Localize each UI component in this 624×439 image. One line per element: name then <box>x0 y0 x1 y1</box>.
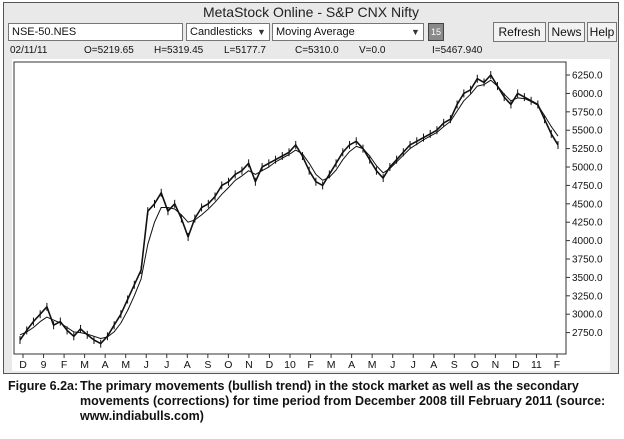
period-value: 15 <box>430 27 441 37</box>
x-tick-label: M <box>368 359 377 371</box>
chart-type-select[interactable]: Candlesticks ▼ <box>186 23 270 41</box>
x-tick-label: 10 <box>284 359 296 371</box>
x-tick-label: N <box>492 359 500 371</box>
metastock-window: MetaStock Online - S&P CNX Nifty NSE-50.… <box>3 2 619 374</box>
quote-date: 02/11/11 <box>10 45 48 56</box>
chevron-down-icon: ▼ <box>411 27 420 37</box>
x-tick-label: F <box>61 359 67 371</box>
toolbar: NSE-50.NES Candlesticks ▼ Moving Average… <box>4 21 618 43</box>
quote-bar: 02/11/11 O=5219.65 H=5319.45 L=5177.7 C=… <box>4 44 618 58</box>
chart-svg: 6250.0 6000.0 5750.0 5500.0 5250.0 5000.0 4750… <box>12 59 610 371</box>
x-tick-label: O <box>224 359 232 371</box>
y-tick-label: 2750.0 <box>572 328 603 339</box>
y-tick-label: 4250.0 <box>572 218 603 229</box>
y-tick-label: 4500.0 <box>572 199 603 210</box>
x-tick-label: S <box>204 359 211 371</box>
chevron-down-icon: ▼ <box>257 27 266 37</box>
caption-text: The primary movements (bullish trend) in… <box>80 379 606 423</box>
indicator-value: Moving Average <box>276 26 355 38</box>
symbol-value: NSE-50.NES <box>12 26 77 38</box>
y-tick-label: 3250.0 <box>572 291 603 302</box>
refresh-button[interactable]: Refresh <box>493 22 546 42</box>
x-tick-label: A <box>348 359 355 371</box>
quote-indicator: I=5467.940 <box>432 45 483 56</box>
chart-type-value: Candlesticks <box>190 26 253 38</box>
x-tick-label: M <box>80 359 89 371</box>
x-tick-label: O <box>471 359 479 371</box>
quote-low: L=5177.7 <box>224 45 266 56</box>
y-tick-label: 6000.0 <box>572 89 603 100</box>
period-spinner[interactable]: 15 <box>428 23 444 41</box>
y-tick-label: 4750.0 <box>572 181 603 192</box>
y-tick-label: 5000.0 <box>572 163 603 174</box>
y-tick-label: 4000.0 <box>572 236 603 247</box>
quote-open: O=5219.65 <box>84 45 134 56</box>
price-chart[interactable]: 6250.0 6000.0 5750.0 5500.0 5250.0 5000.0 4750… <box>12 59 610 371</box>
x-tick-label: J <box>144 359 149 371</box>
quote-high: H=5319.45 <box>154 45 204 56</box>
quote-volume: V=0.0 <box>359 45 386 56</box>
x-tick-label: 9 <box>41 359 47 371</box>
moving-average-line <box>19 79 559 339</box>
window-title: MetaStock Online - S&P CNX Nifty <box>202 4 420 20</box>
x-tick-label: J <box>164 359 169 371</box>
x-tick-label: J <box>411 359 416 371</box>
x-tick-label: A <box>184 359 191 371</box>
symbol-input[interactable]: NSE-50.NES <box>8 23 183 41</box>
indicator-select[interactable]: Moving Average ▼ <box>272 23 424 41</box>
x-tick-label: F <box>554 359 560 371</box>
caption-label: Figure 6.2a: <box>8 379 79 393</box>
x-tick-label: D <box>512 359 520 371</box>
y-tick-label: 5500.0 <box>572 126 603 137</box>
chart-background <box>12 59 610 371</box>
x-tick-label: S <box>451 359 458 371</box>
y-tick-label: 3500.0 <box>572 273 603 284</box>
x-tick-label: A <box>430 359 437 371</box>
x-tick-label: M <box>327 359 336 371</box>
y-tick-label: 3750.0 <box>572 255 603 266</box>
y-tick-label: 5750.0 <box>572 107 603 118</box>
y-tick-label: 6250.0 <box>572 71 603 82</box>
quote-close: C=5310.0 <box>295 45 339 56</box>
x-tick-label: N <box>245 359 253 371</box>
x-tick-label: D <box>19 359 27 371</box>
x-tick-label: J <box>390 359 395 371</box>
y-tick-label: 3000.0 <box>572 310 603 321</box>
x-tick-label: F <box>307 359 313 371</box>
help-button[interactable]: Help <box>587 22 617 42</box>
x-tick-label: A <box>102 359 109 371</box>
x-tick-label: 11 <box>531 359 542 371</box>
x-tick-label: M <box>121 359 130 371</box>
news-button[interactable]: News <box>548 22 585 42</box>
x-tick-label: D <box>266 359 274 371</box>
y-tick-label: 5250.0 <box>572 144 603 155</box>
